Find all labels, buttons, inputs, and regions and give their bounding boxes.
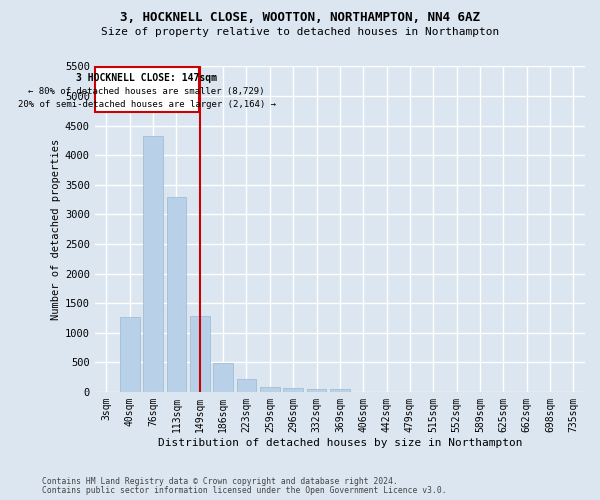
Text: Contains HM Land Registry data © Crown copyright and database right 2024.: Contains HM Land Registry data © Crown c… xyxy=(42,477,398,486)
Bar xyxy=(236,379,256,392)
Bar xyxy=(283,388,303,392)
Text: Contains public sector information licensed under the Open Government Licence v3: Contains public sector information licen… xyxy=(42,486,446,495)
Text: 3, HOCKNELL CLOSE, WOOTTON, NORTHAMPTON, NN4 6AZ: 3, HOCKNELL CLOSE, WOOTTON, NORTHAMPTON,… xyxy=(120,11,480,24)
X-axis label: Distribution of detached houses by size in Northampton: Distribution of detached houses by size … xyxy=(158,438,522,448)
FancyBboxPatch shape xyxy=(95,67,199,112)
Bar xyxy=(330,389,350,392)
Text: ← 80% of detached houses are smaller (8,729): ← 80% of detached houses are smaller (8,… xyxy=(28,87,265,96)
Bar xyxy=(213,363,233,392)
Bar xyxy=(190,316,210,392)
Bar xyxy=(167,196,187,392)
Bar xyxy=(260,386,280,392)
Text: Size of property relative to detached houses in Northampton: Size of property relative to detached ho… xyxy=(101,27,499,37)
Bar xyxy=(307,389,326,392)
Y-axis label: Number of detached properties: Number of detached properties xyxy=(51,138,61,320)
Text: 3 HOCKNELL CLOSE: 147sqm: 3 HOCKNELL CLOSE: 147sqm xyxy=(76,73,217,83)
Bar xyxy=(143,136,163,392)
Text: 20% of semi-detached houses are larger (2,164) →: 20% of semi-detached houses are larger (… xyxy=(17,100,275,110)
Bar xyxy=(120,316,140,392)
